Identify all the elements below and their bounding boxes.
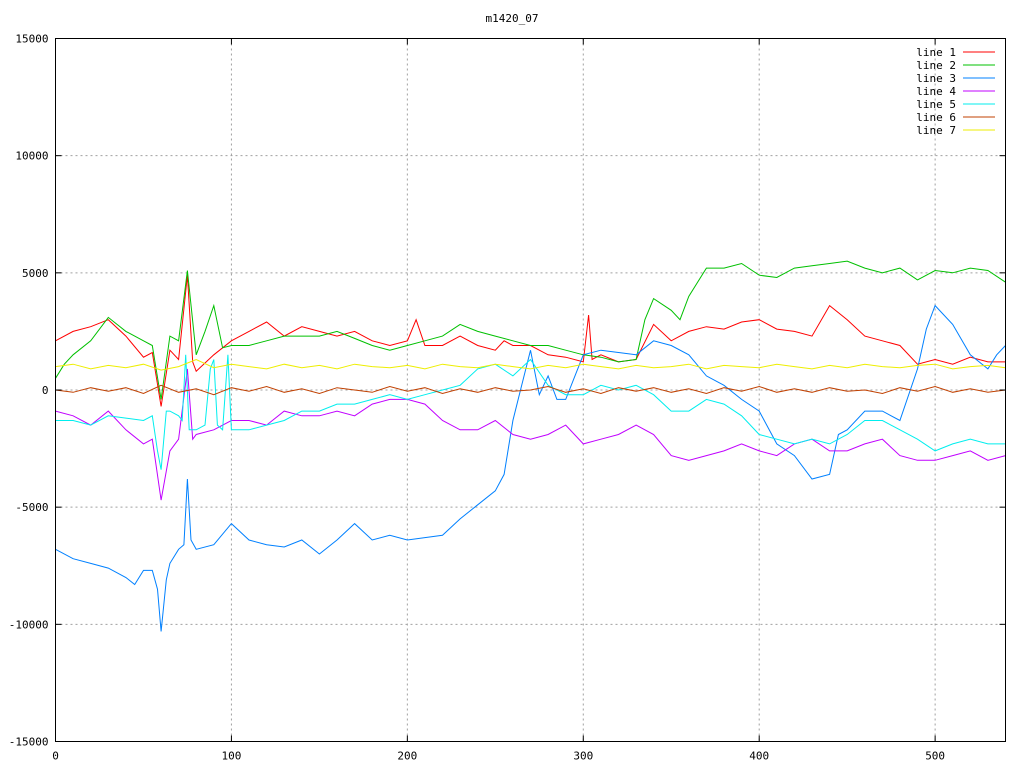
series-line-1 (55, 275, 1006, 407)
legend-label: line 4 (916, 85, 956, 98)
series-line-5 (55, 354, 1006, 470)
x-tick-label: 500 (925, 750, 945, 763)
y-tick-label: -15000 (9, 736, 49, 749)
series-line-6 (55, 384, 1006, 396)
axis-ticks: -15000 -10000 -5000 0 5000 10000 15000 0 100 200 3… (9, 33, 1006, 763)
x-tick-label: 300 (573, 750, 593, 763)
x-tick-label: 100 (221, 750, 241, 763)
legend-label: line 5 (916, 98, 956, 111)
series-line-2 (55, 260, 1006, 400)
legend-label: line 7 (916, 124, 956, 137)
legend-label: line 1 (916, 46, 956, 59)
legend-label: line 2 (916, 59, 956, 72)
x-tick-label: 0 (52, 750, 59, 763)
y-tick-label: 15000 (15, 33, 48, 46)
series-line-4 (55, 368, 1006, 501)
x-tick-label: 200 (397, 750, 417, 763)
y-tick-label: -10000 (9, 618, 49, 631)
series-group (55, 260, 1006, 632)
series-line-3 (55, 304, 1006, 632)
y-tick-label: 0 (42, 384, 49, 397)
x-tick-label: 400 (749, 750, 769, 763)
y-tick-label: 10000 (15, 150, 48, 163)
series-line-7 (55, 358, 1006, 371)
y-tick-label: 5000 (22, 267, 49, 280)
legend-label: line 6 (916, 111, 956, 124)
y-tick-label: -5000 (15, 501, 48, 514)
legend-label: line 3 (916, 72, 956, 85)
grid (55, 38, 1006, 742)
chart-title: m1420_07 (486, 12, 539, 25)
